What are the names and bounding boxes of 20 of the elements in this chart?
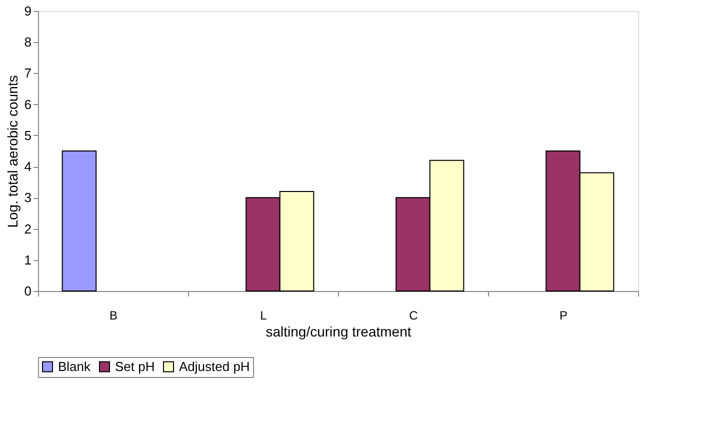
y-tick-label: 6 [24,96,32,112]
x-tick-label: P [559,308,568,322]
x-tick-label: C [409,308,418,322]
y-tick-label: 9 [24,4,32,18]
y-tick-label: 2 [24,221,32,236]
x-tick-label: B [109,308,118,322]
y-tick-label: 5 [24,128,32,143]
y-tick-label: 8 [24,34,32,50]
y-tick-label: 3 [24,190,32,206]
legend-label: Adjusted pH [179,358,250,374]
x-tick-label: L [260,308,268,322]
bar [62,150,97,292]
y-tick-label: 1 [24,252,32,268]
x-axis-title: salting/curing treatment [266,324,412,340]
y-tick-label: 7 [24,66,32,81]
legend-label: Set pH [115,358,155,374]
y-axis-title: Log. total aerobic counts [4,75,20,228]
y-tick-label: 0 [24,284,32,298]
y-tick-label: 4 [24,159,32,174]
legend-label: Blank [58,358,92,374]
